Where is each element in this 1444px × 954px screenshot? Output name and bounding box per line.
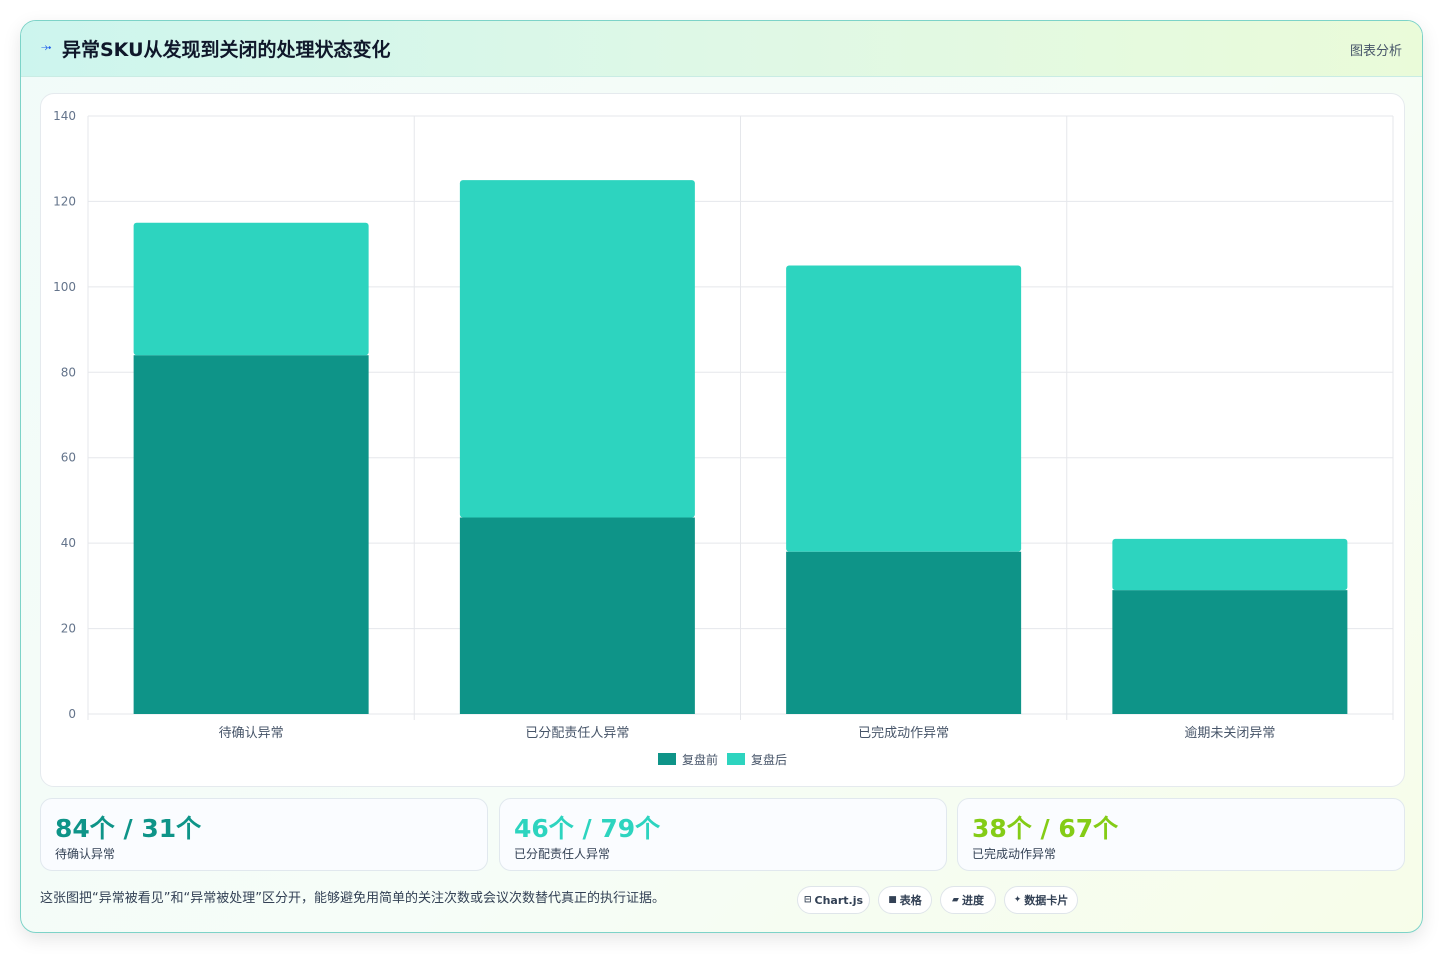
card-header: ⤞ 异常SKU从发现到关闭的处理状态变化 图表分析 <box>21 21 1422 77</box>
trend-icon: ⤞ <box>41 40 52 55</box>
chart-title: 异常SKU从发现到关闭的处理状态变化 <box>62 39 391 61</box>
table-icon: ⊟ <box>803 895 812 905</box>
report-card: ⤞ 异常SKU从发现到关闭的处理状态变化 图表分析 0 20 40 60 80 100 12… <box>20 20 1423 933</box>
pill-label: 进度 <box>961 894 984 907</box>
stat-card-assigned: 46个 / 79个 已分配责任人异常 <box>499 798 947 871</box>
bar-segment <box>459 517 695 714</box>
stat-label: 待确认异常 <box>55 847 116 861</box>
stat-label: 已完成动作异常 <box>972 847 1057 861</box>
y-tick-label: 40 <box>61 536 76 550</box>
x-tick-label: 已完成动作异常 <box>858 726 949 741</box>
bar-segment <box>1112 590 1348 714</box>
pill-label: Chart.js <box>814 893 864 907</box>
bar-segment <box>786 265 1022 552</box>
chart-panel: 0 20 40 60 80 100 120 140 待确认异常 已分配责任人异常 已完成动作异常 逾期… <box>40 93 1405 787</box>
pill-label: 数据卡片 <box>1024 894 1069 907</box>
stat-value: 46个 / 79个 <box>514 814 661 843</box>
square-icon: ■ <box>888 895 897 905</box>
bar-chart: 0 20 40 60 80 100 120 140 待确认异常 已分配责任人异常 已完成动作异常 逾期… <box>53 109 1394 767</box>
stat-value: 84个 / 31个 <box>55 814 202 843</box>
y-tick-label: 60 <box>61 451 76 465</box>
y-tick-label: 20 <box>61 622 76 636</box>
stat-card-completed: 38个 / 67个 已完成动作异常 <box>957 798 1405 871</box>
legend-label: 复盘后 <box>751 752 787 767</box>
bar-segment <box>786 551 1022 714</box>
x-tick-label: 逾期未关闭异常 <box>1184 726 1275 741</box>
pill-label: 表格 <box>899 894 922 907</box>
y-tick-label: 80 <box>61 365 76 379</box>
chart-analysis-label: 图表分析 <box>1349 44 1402 59</box>
bar-segment <box>459 180 695 518</box>
x-tick-label: 已分配责任人异常 <box>525 726 629 741</box>
legend-swatch <box>658 753 676 765</box>
legend-swatch <box>727 753 745 765</box>
pill-progress[interactable]: ▰ 进度 <box>940 886 996 914</box>
bar-segment <box>133 222 369 356</box>
stat-card-pending: 84个 / 31个 待确认异常 <box>40 798 488 871</box>
bar-segment <box>1112 538 1348 591</box>
y-tick-label: 0 <box>68 707 76 721</box>
progress-icon: ▰ <box>952 895 959 905</box>
legend-label: 复盘前 <box>682 752 718 767</box>
stat-value: 38个 / 67个 <box>972 814 1119 843</box>
footer-note: 这张图把“异常被看见”和“异常被处理”区分开，能够避免用简单的关注次数或会议次数… <box>40 891 665 906</box>
y-tick-label: 140 <box>53 109 76 123</box>
pill-data-card[interactable]: ✦ 数据卡片 <box>1004 886 1078 914</box>
y-tick-label: 100 <box>53 280 76 294</box>
bar-segment <box>133 355 369 714</box>
y-tick-label: 120 <box>53 194 76 208</box>
stat-label: 已分配责任人异常 <box>514 847 611 861</box>
pill-table[interactable]: ■ 表格 <box>878 886 932 914</box>
pill-chartjs[interactable]: ⊟ Chart.js <box>797 886 870 914</box>
sparkle-icon: ✦ <box>1013 895 1022 905</box>
x-tick-label: 待确认异常 <box>219 726 284 741</box>
